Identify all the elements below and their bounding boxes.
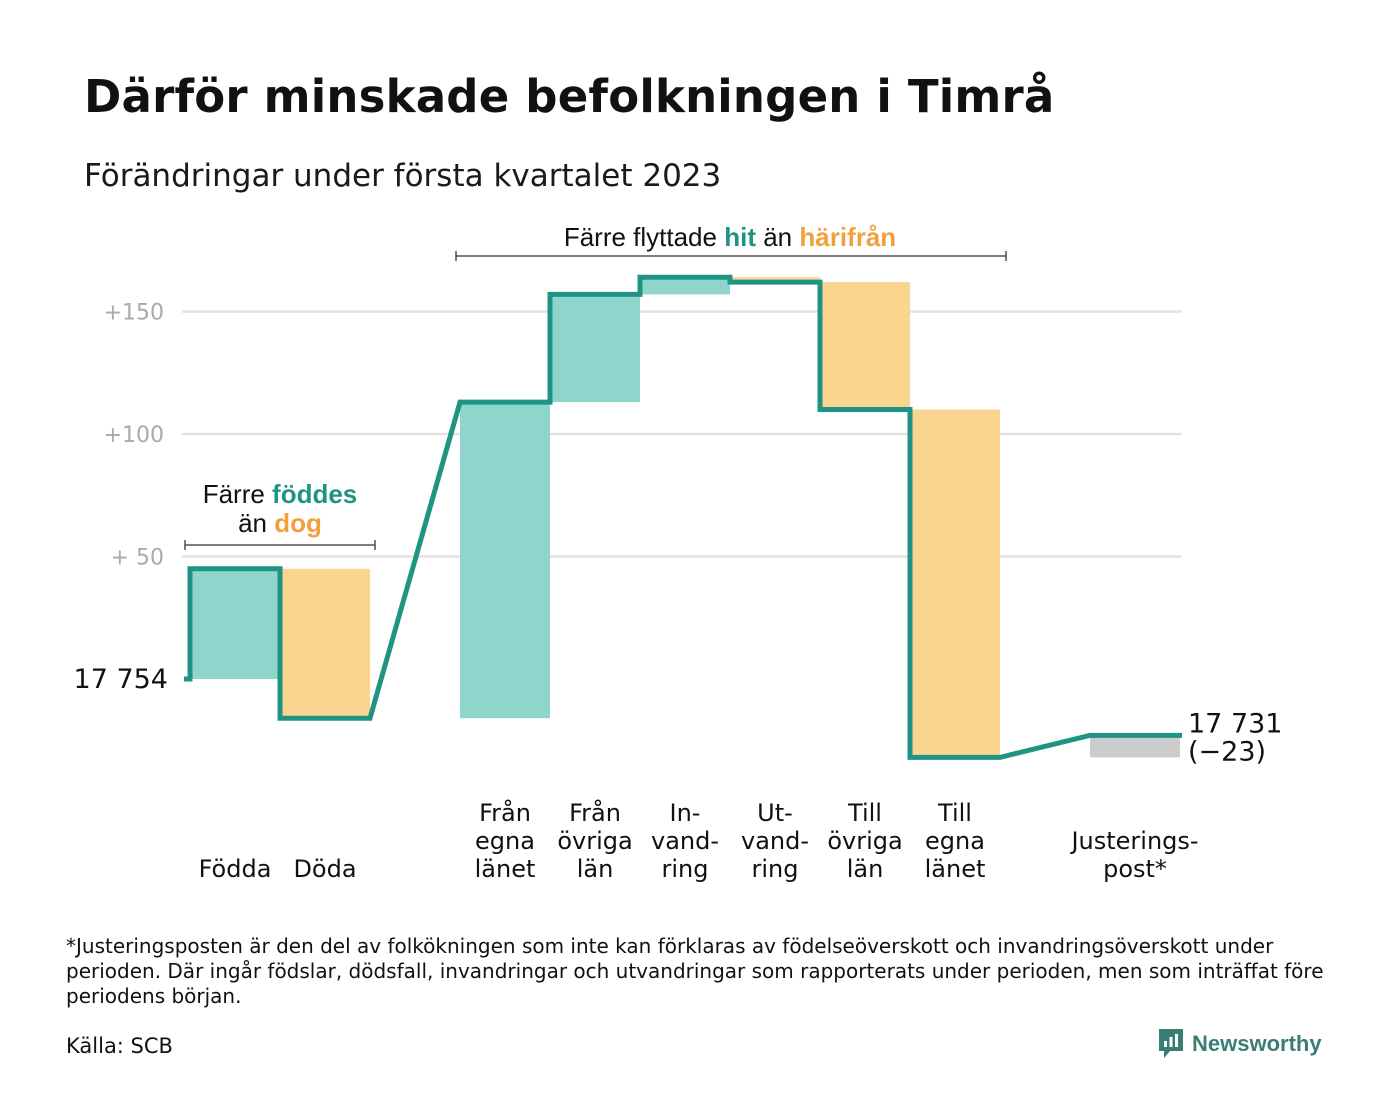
bar-Från-egna-länet <box>460 402 550 719</box>
births-annotation: Färre föddes än dog <box>184 479 376 550</box>
bar-Från-övriga-län <box>550 294 640 403</box>
bar-In--vand--ring <box>640 277 730 295</box>
bar-Till-övriga-län <box>820 282 910 410</box>
category-label: län <box>577 855 614 883</box>
category-label: ring <box>752 855 799 883</box>
category-label: Födda <box>199 855 272 883</box>
grid-layer <box>182 310 1182 558</box>
category-label: vand- <box>651 827 719 855</box>
category-label: Döda <box>293 855 356 883</box>
category-label: län <box>847 855 884 883</box>
y-tick-label: +150 <box>104 301 164 326</box>
category-label: Till <box>847 799 882 827</box>
newsworthy-logo: Newsworthy <box>1158 1028 1322 1060</box>
cumulative-step-line <box>184 274 1182 760</box>
end-value-label: (−23) <box>1188 736 1266 767</box>
line-layer <box>184 274 1182 760</box>
bar-Födda <box>190 568 280 679</box>
y-tick-label: +100 <box>104 423 164 448</box>
category-label: ring <box>662 855 709 883</box>
source-note: Källa: SCB <box>66 1034 173 1058</box>
end-value-label: 17 731 <box>1188 708 1282 739</box>
category-label: Justerings- <box>1069 827 1198 855</box>
category-label: Ut- <box>757 799 793 827</box>
newsworthy-logo-text: Newsworthy <box>1192 1031 1322 1056</box>
category-label: Till <box>937 799 972 827</box>
migration-annotation-bracket <box>455 251 1007 261</box>
start-value-label: 17 754 <box>74 664 168 695</box>
category-label: övriga <box>827 827 902 855</box>
bar-Till-egna-länet <box>910 409 1000 758</box>
category-label: länet <box>475 855 536 883</box>
births-annotation-line1: Färre föddes <box>203 479 358 509</box>
births-annotation-line2: än dog <box>238 508 322 538</box>
category-label: vand- <box>741 827 809 855</box>
footnote: *Justeringsposten är den del av folkökni… <box>66 934 1324 1008</box>
chart-subtitle: Förändringar under första kvartalet 2023 <box>84 158 722 194</box>
chart-title: Därför minskade befolkningen i Timrå <box>84 70 1055 123</box>
newsworthy-logo-icon <box>1159 1029 1183 1058</box>
category-label: post* <box>1103 855 1167 883</box>
bar-layer <box>190 277 1180 758</box>
category-label: övriga <box>557 827 632 855</box>
bar-Justerings--post* <box>1090 735 1180 758</box>
bar-Döda <box>280 568 370 719</box>
y-tick-label: + 50 <box>111 546 164 571</box>
category-label: In- <box>670 799 701 827</box>
migration-annotation: Färre flyttade hit än härifrån <box>455 222 1007 261</box>
births-annotation-bracket <box>184 540 376 550</box>
category-label: Från <box>479 798 531 827</box>
category-label: egna <box>925 827 985 855</box>
category-label: länet <box>925 855 986 883</box>
category-label: egna <box>475 827 535 855</box>
migration-annotation-text: Färre flyttade hit än härifrån <box>564 222 896 252</box>
category-label: Från <box>569 798 621 827</box>
